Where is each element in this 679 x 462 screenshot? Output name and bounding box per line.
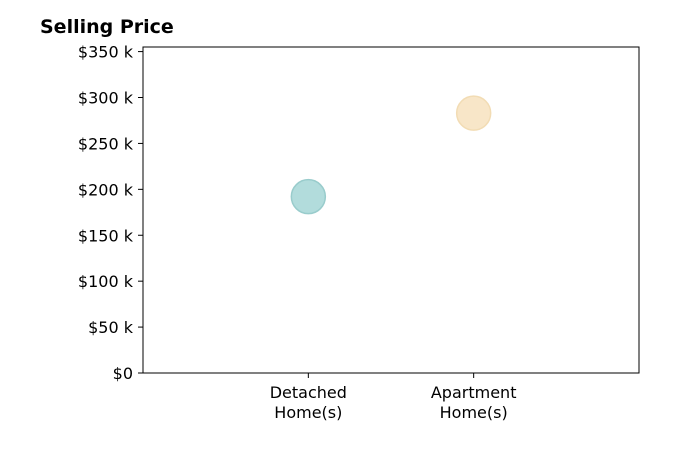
y-tick-label: $50 k bbox=[88, 318, 134, 337]
chart-title: Selling Price bbox=[40, 16, 174, 38]
x-tick-label: Apartment bbox=[431, 383, 517, 402]
y-tick-label: $250 k bbox=[78, 134, 134, 153]
data-point bbox=[290, 178, 327, 215]
y-tick-label: $350 k bbox=[78, 43, 134, 62]
points-layer bbox=[290, 95, 492, 215]
y-tick-label: $100 k bbox=[78, 272, 134, 291]
x-tick-label: Detached bbox=[270, 383, 347, 402]
y-tick-label: $0 bbox=[113, 364, 133, 383]
y-axis: $0 $50 k $100 k $150 k $200 k $250 k $300 k $35… bbox=[78, 43, 143, 383]
plot-frame bbox=[142, 46, 640, 374]
y-tick-label: $200 k bbox=[78, 180, 134, 199]
data-point bbox=[455, 95, 492, 131]
y-tick-label: $300 k bbox=[78, 89, 134, 108]
x-tick-label: Home(s) bbox=[440, 403, 508, 422]
y-tick-label: $150 k bbox=[78, 226, 134, 245]
x-tick-label: Home(s) bbox=[274, 403, 342, 422]
